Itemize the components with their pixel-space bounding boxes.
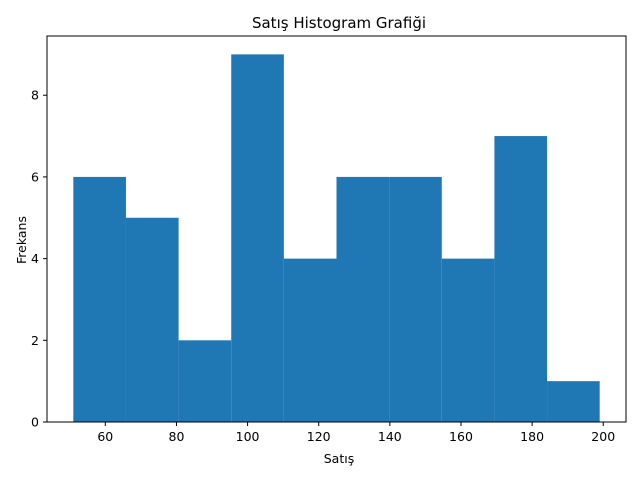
x-tick-label: 140 — [378, 429, 402, 444]
histogram-bar — [125, 217, 179, 422]
x-tick-label: 160 — [449, 429, 473, 444]
histogram-bar — [283, 258, 337, 422]
x-axis-ticks: 60 80 100 120 140 160 180 200 — [97, 422, 615, 444]
x-tick-label: 80 — [169, 429, 185, 444]
x-tick-label: 100 — [236, 429, 260, 444]
histogram-bar — [178, 340, 232, 422]
y-axis-ticks: 0 2 4 6 8 — [31, 88, 47, 430]
histogram-bar — [441, 258, 495, 422]
plot-frame — [46, 35, 627, 423]
y-tick-label: 4 — [31, 251, 39, 266]
y-axis-label: Frekans — [14, 216, 29, 264]
x-axis-label: Satış — [324, 451, 354, 466]
x-tick-label: 200 — [591, 429, 615, 444]
y-tick-label: 0 — [31, 415, 39, 430]
chart-title: Satış Histogram Grafiği — [252, 14, 426, 32]
x-tick-label: 180 — [520, 429, 544, 444]
histogram-bar — [336, 176, 390, 422]
histogram-bar — [494, 136, 548, 422]
y-tick-label: 2 — [31, 333, 39, 348]
y-tick-label: 6 — [31, 169, 39, 184]
histogram-bar — [547, 381, 600, 422]
histogram-bar — [389, 176, 442, 422]
y-tick-label: 8 — [31, 88, 39, 103]
x-tick-label: 120 — [307, 429, 331, 444]
histogram-bar — [73, 176, 126, 422]
x-tick-label: 60 — [97, 429, 113, 444]
bars — [73, 54, 600, 422]
histogram-bar — [231, 54, 284, 422]
